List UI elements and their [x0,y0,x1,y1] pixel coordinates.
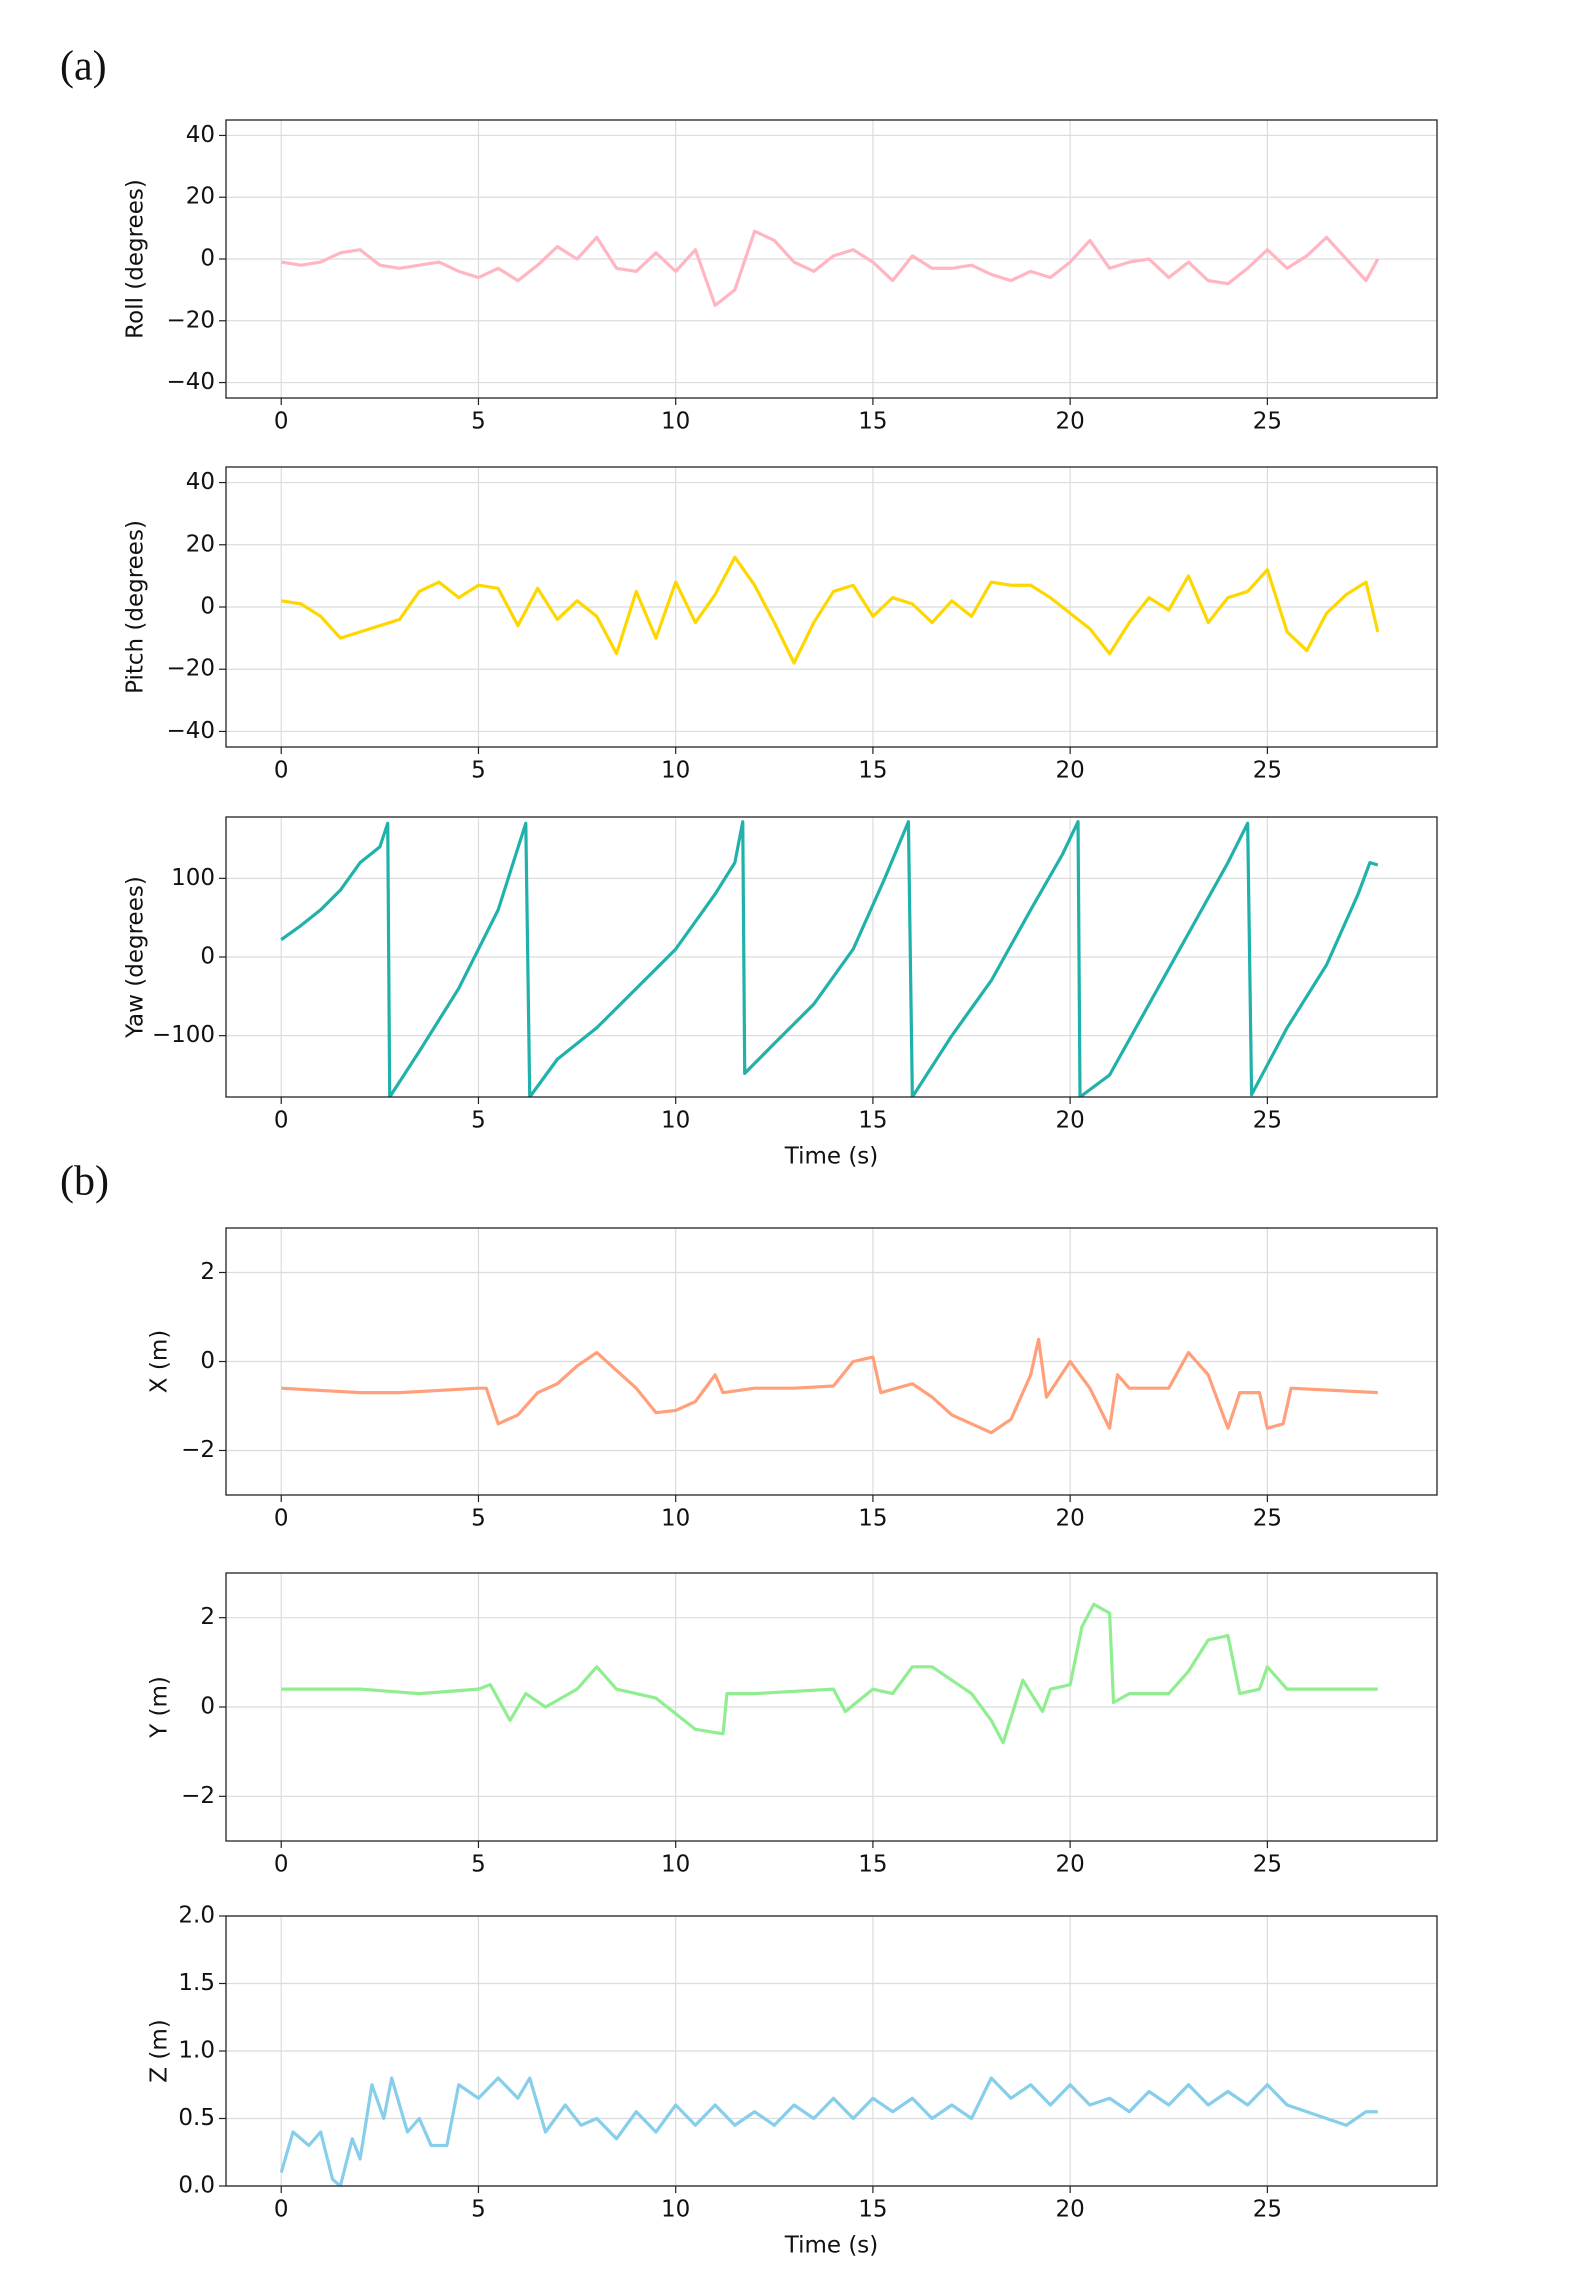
y-tick-label: 0 [200,944,215,970]
y-tick-label: 40 [186,122,215,148]
x-tick-label: 25 [1253,1506,1282,1532]
axes-frame [225,119,1438,399]
y-axis-label: Y (m) [147,1676,173,1739]
plot-area [281,1602,1378,1745]
x-tick-label: 5 [471,1108,486,1134]
x-tick-label: 15 [858,409,887,435]
x-tick-label: 15 [858,1852,887,1878]
x-tick-label: 5 [471,2197,486,2223]
x-tick-label: 0 [274,1108,289,1134]
plot-area [280,229,1380,307]
y-tick-label: −100 [152,1022,215,1048]
y-tick-label: 2.0 [178,1903,215,1929]
y-tick-label: 40 [186,469,215,495]
x-tick-label: 0 [274,2197,289,2223]
plot-area [280,555,1380,665]
y-tick-label: 0 [200,1348,215,1374]
axes-frame [225,1227,1438,1496]
x-tick-label: 25 [1253,409,1282,435]
x-axis-label: Time (s) [784,1144,879,1170]
x-tick-label: 10 [661,2197,690,2223]
panel-label: (a) [60,44,107,90]
y-tick-label: 0.5 [178,2105,215,2131]
y-tick-label: 0 [200,246,215,272]
data-line [280,820,1379,1097]
y-axis-label: Pitch (degrees) [123,520,149,694]
x-tick-label: 25 [1253,758,1282,784]
x-tick-label: 0 [274,758,289,784]
x-tick-label: 5 [471,758,486,784]
x-tick-label: 25 [1253,1108,1282,1134]
x-tick-label: 0 [274,409,289,435]
x-tick-label: 15 [858,2197,887,2223]
y-tick-label: 0.0 [178,2173,215,2199]
y-tick-label: 100 [171,865,215,891]
axes-frame [225,1572,1438,1842]
y-tick-label: −20 [166,307,215,333]
x-tick-label: 20 [1056,1506,1085,1532]
y-tick-label: 1.5 [178,1970,215,1996]
y-axis-label: Roll (degrees) [123,179,149,339]
x-tick-label: 10 [661,758,690,784]
y-tick-label: 0 [200,1694,215,1720]
y-axis-label: Yaw (degrees) [123,876,149,1039]
data-line [280,555,1380,665]
x-tick-label: 25 [1253,1852,1282,1878]
x-tick-label: 5 [471,1852,486,1878]
y-tick-label: 0 [200,594,215,620]
x-tick-label: 0 [274,1852,289,1878]
x-tick-label: 15 [858,758,887,784]
x-tick-label: 10 [661,409,690,435]
data-line [281,1337,1378,1435]
panel-label: (b) [60,1159,109,1205]
axes-frame [225,466,1438,748]
plot-area [280,820,1379,1097]
x-axis-label: Time (s) [784,2233,879,2259]
plot-area [279,2076,1378,2186]
x-tick-label: 15 [858,1506,887,1532]
data-line [281,1602,1378,1745]
y-tick-label: −20 [166,656,215,682]
x-tick-label: 15 [858,1108,887,1134]
y-tick-label: −2 [181,1437,215,1463]
y-tick-label: −40 [166,718,215,744]
x-tick-label: 5 [471,409,486,435]
y-tick-label: −40 [166,369,215,395]
x-tick-label: 10 [661,1852,690,1878]
x-tick-label: 0 [274,1506,289,1532]
x-tick-label: 25 [1253,2197,1282,2223]
data-line [280,229,1380,307]
x-tick-label: 20 [1056,409,1085,435]
x-tick-label: 20 [1056,1852,1085,1878]
plot-area [281,1337,1378,1435]
y-tick-label: 2 [200,1604,215,1630]
axes-frame [225,1915,1438,2187]
y-axis-label: X (m) [147,1330,173,1393]
y-tick-label: 2 [200,1259,215,1285]
x-tick-label: 20 [1056,1108,1085,1134]
x-tick-label: 10 [661,1506,690,1532]
y-tick-label: 1.0 [178,2038,215,2064]
x-tick-label: 20 [1056,758,1085,784]
data-line [279,2076,1378,2186]
x-tick-label: 10 [661,1108,690,1134]
x-tick-label: 20 [1056,2197,1085,2223]
y-tick-label: 20 [186,184,215,210]
x-tick-label: 5 [471,1506,486,1532]
y-axis-label: Z (m) [147,2019,173,2082]
y-tick-label: −2 [181,1783,215,1809]
axes-frame [225,816,1438,1098]
y-tick-label: 20 [186,531,215,557]
